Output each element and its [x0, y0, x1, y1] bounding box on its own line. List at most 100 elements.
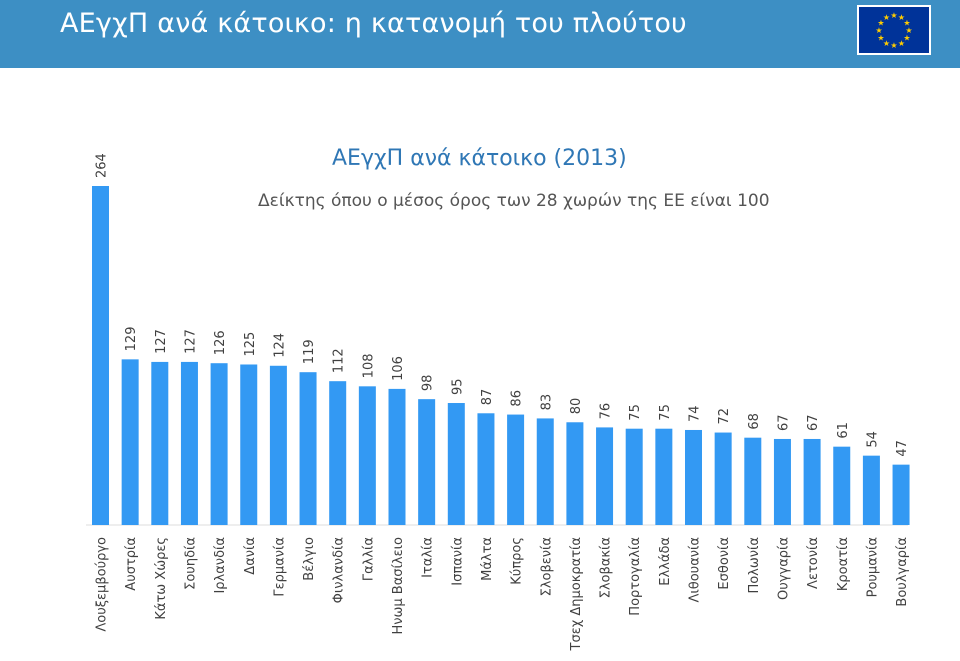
- bar: [388, 388, 406, 525]
- bar: [833, 446, 851, 525]
- eu-star-icon: ★: [898, 13, 905, 22]
- bar-value-label: 126: [213, 330, 228, 355]
- bar: [714, 432, 732, 525]
- category-label: Κροατία: [836, 537, 851, 591]
- bar: [862, 455, 880, 525]
- bars-group: [92, 186, 910, 525]
- page-title: ΑΕγχΠ ανά κάτοικο: η κατανομή του πλούτο…: [60, 8, 687, 39]
- bar-value-label: 74: [688, 405, 703, 422]
- bar-value-label: 80: [569, 398, 584, 415]
- category-label: Βέλγιο: [302, 537, 317, 581]
- bar-value-label: 83: [539, 394, 554, 411]
- category-label: Ουγγαρία: [776, 537, 791, 600]
- bar-value-label: 67: [776, 414, 791, 431]
- category-label: Πολωνία: [747, 537, 762, 594]
- bar: [625, 428, 643, 525]
- bar-value-label: 108: [361, 353, 376, 378]
- bar-value-label: 129: [124, 327, 139, 352]
- category-label: Πορτογαλία: [628, 537, 643, 616]
- bar: [210, 363, 228, 525]
- eu-star-icon: ★: [875, 26, 882, 35]
- bar: [477, 413, 495, 525]
- eu-star-icon: ★: [883, 13, 890, 22]
- bar-value-label: 86: [510, 390, 525, 407]
- category-label: Ιρλανδία: [213, 537, 228, 594]
- bar: [655, 428, 673, 525]
- category-label: Φινλανδία: [332, 537, 347, 603]
- bar-value-label: 119: [302, 339, 317, 364]
- category-label: Λουξεμβούργο: [95, 537, 110, 632]
- bar: [418, 399, 436, 525]
- category-label: Μάλτα: [480, 537, 495, 581]
- bar: [329, 381, 347, 525]
- bar: [803, 438, 821, 525]
- bar-value-label: 87: [480, 389, 495, 406]
- category-label: Σλοβενία: [539, 537, 554, 596]
- bar-value-label: 95: [450, 378, 465, 395]
- bar: [151, 361, 169, 525]
- category-label: Ελλάδα: [658, 537, 673, 586]
- category-label: Τσεχ Δημοκρατία: [569, 537, 584, 651]
- value-labels-group: 264 129 127 127 126 125 124 119 112 108 106 98 95 87 8…: [95, 153, 911, 456]
- bar-value-label: 98: [421, 375, 436, 392]
- bar-value-label: 75: [628, 404, 643, 421]
- eu-star-icon: ★: [898, 39, 905, 48]
- bar: [507, 414, 525, 525]
- bar: [299, 372, 317, 525]
- bar: [596, 427, 614, 525]
- eu-star-icon: ★: [877, 34, 884, 43]
- bar-value-label: 112: [332, 348, 347, 373]
- header-bar: ΑΕγχΠ ανά κάτοικο: η κατανομή του πλούτο…: [0, 0, 960, 68]
- eu-star-icon: ★: [883, 39, 890, 48]
- bar-value-label: 127: [154, 329, 169, 354]
- bar: [447, 403, 465, 525]
- eu-flag-icon: ★ ★★★★★★★★★★★: [857, 5, 931, 55]
- eu-star-icon: ★: [905, 26, 912, 35]
- bar: [92, 186, 109, 525]
- bar-value-label: 264: [95, 153, 110, 178]
- bar: [240, 364, 258, 525]
- bar-value-label: 124: [272, 333, 287, 358]
- bar-value-label: 47: [895, 440, 910, 457]
- bar: [269, 365, 287, 525]
- category-label: Ισπανία: [450, 537, 465, 586]
- category-label: Ιταλία: [421, 537, 436, 578]
- category-label: Αυστρία: [124, 537, 139, 591]
- category-label: Κάτω Χώρες: [154, 537, 169, 620]
- bar-value-label: 76: [599, 403, 614, 420]
- category-label: Λιθουανία: [688, 537, 703, 603]
- category-label: Γαλλία: [361, 537, 376, 581]
- bar: [685, 429, 702, 525]
- category-label: Λετονία: [806, 537, 821, 589]
- chart-title: ΑΕγχΠ ανά κάτοικο (2013): [332, 146, 627, 171]
- category-label: Κύπρος: [510, 537, 525, 585]
- bar-value-label: 72: [717, 408, 732, 425]
- category-label: Γερμανία: [272, 537, 287, 597]
- eu-star-icon: ★: [903, 34, 910, 43]
- eu-star-icon: ★: [890, 41, 897, 50]
- category-label: Σουηδία: [183, 537, 198, 590]
- bar: [773, 438, 791, 525]
- category-label: Εσθονία: [717, 537, 732, 590]
- bar-value-label: 54: [865, 431, 880, 448]
- eu-star-icon: ★: [903, 19, 910, 28]
- bar: [744, 437, 762, 525]
- bar-value-label: 67: [806, 414, 821, 431]
- category-labels-group: Λουξεμβούργο Αυστρία Κάτω Χώρες Σουηδία Ιρλα…: [95, 537, 911, 652]
- bar: [358, 386, 376, 525]
- chart-subtitle: Δείκτης όπου ο μέσος όρος των 28 χωρών τ…: [258, 191, 770, 211]
- eu-star-icon: ★: [890, 11, 897, 20]
- category-label: Δανία: [243, 537, 258, 575]
- bar: [892, 464, 910, 525]
- eu-star-icon: ★: [877, 19, 884, 28]
- bar: [121, 359, 139, 525]
- category-label: Ηνωμ Βασίλειο: [391, 537, 406, 635]
- bar: [566, 422, 584, 525]
- category-label: Σλοβακία: [599, 537, 614, 598]
- bar-value-label: 127: [183, 329, 198, 354]
- bar-value-label: 75: [658, 404, 673, 421]
- category-label: Βουλγαρία: [895, 537, 910, 607]
- bar: [536, 418, 554, 525]
- bar: [180, 361, 198, 525]
